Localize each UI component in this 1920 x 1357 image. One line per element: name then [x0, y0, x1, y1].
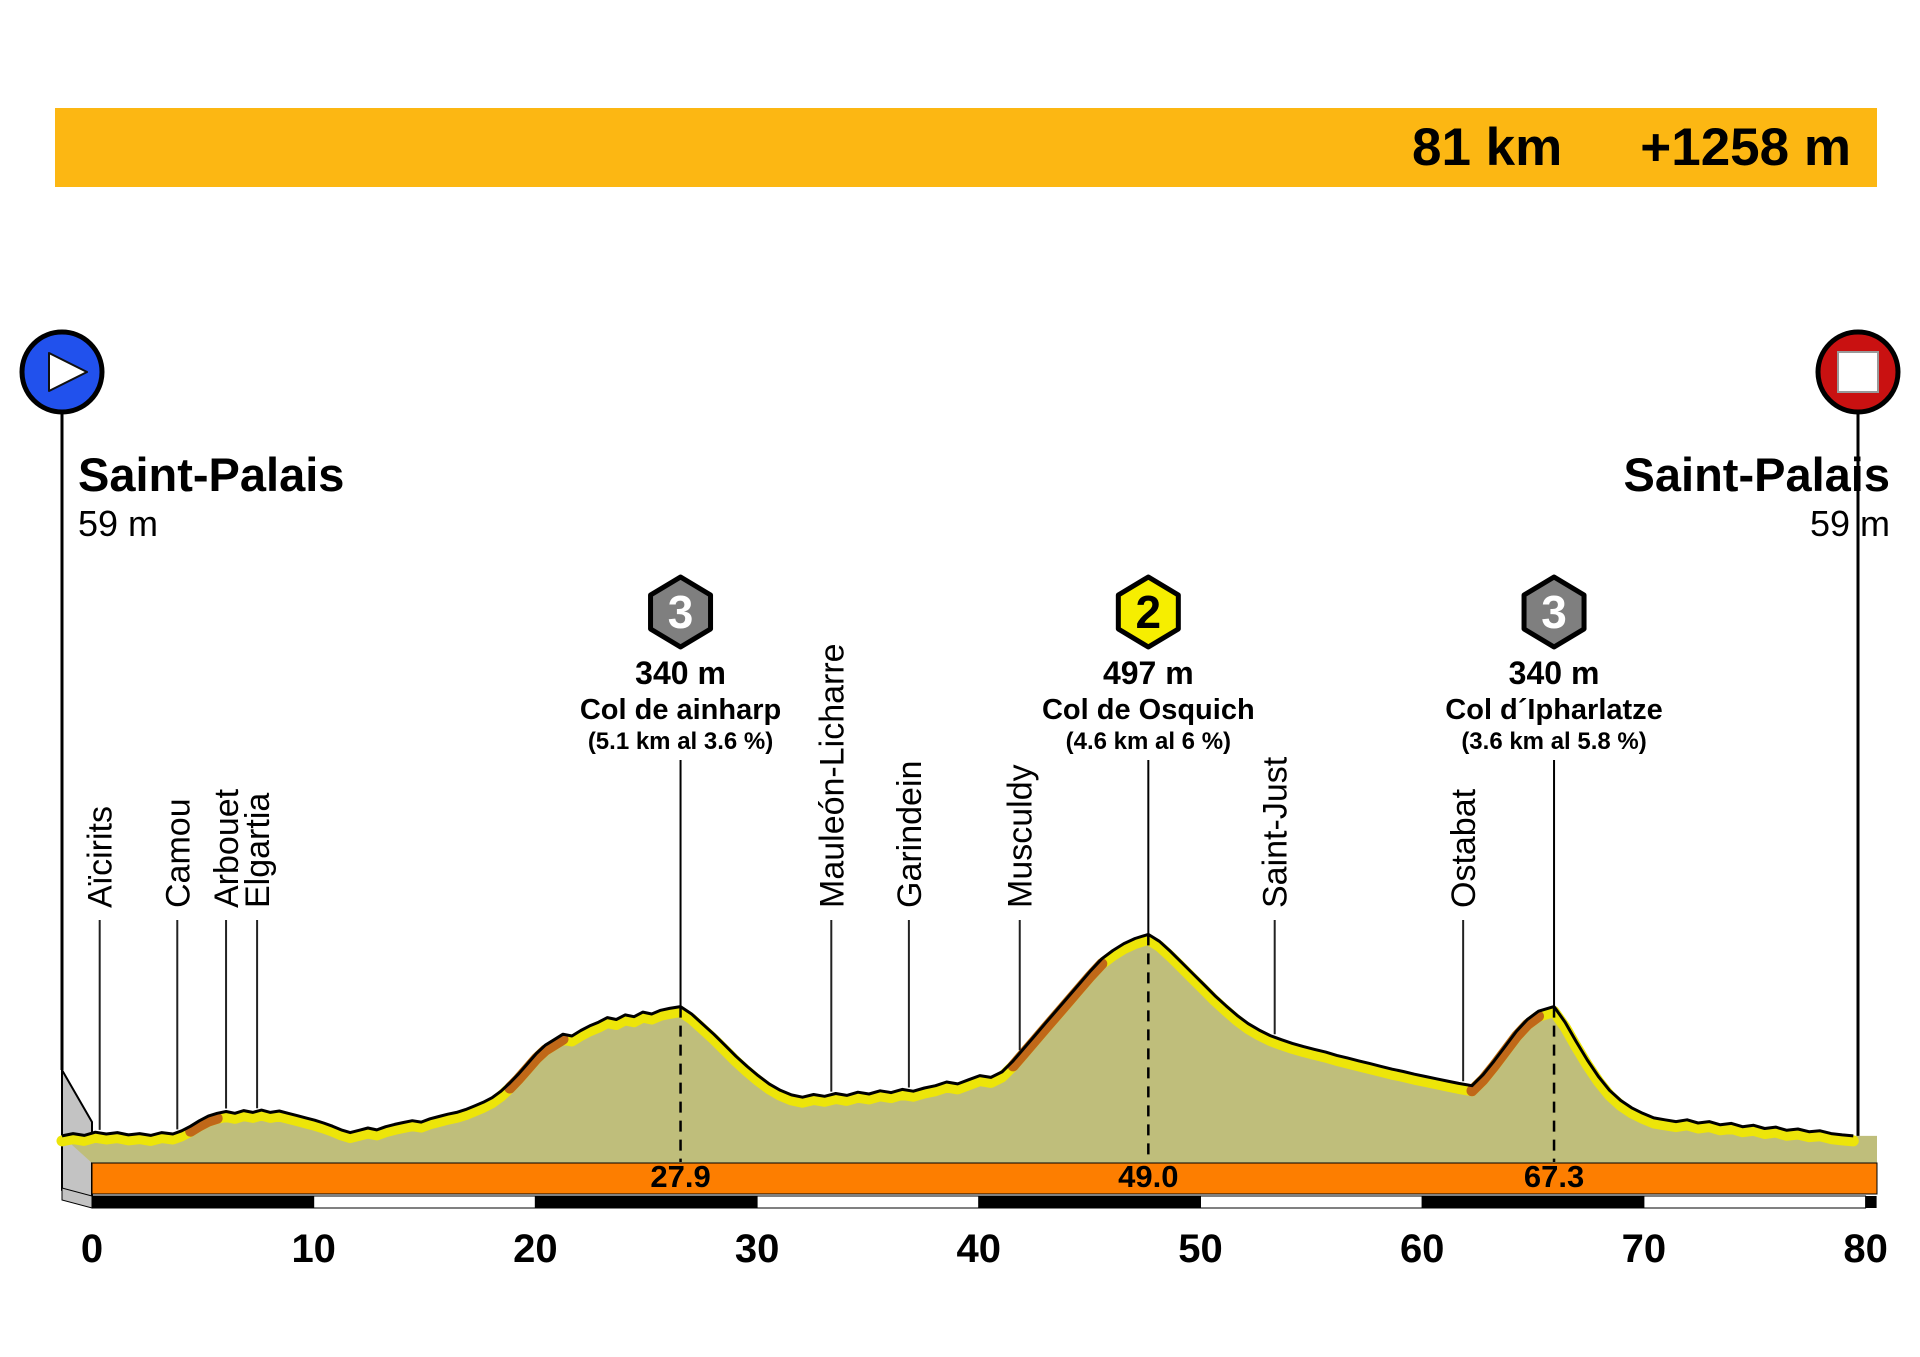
- climb-category-number: 3: [1541, 586, 1567, 638]
- town-label: Arbouet: [208, 788, 246, 908]
- climb-category-badge-hexagon: [1521, 574, 1587, 650]
- stage-distance: 81 km: [1412, 118, 1563, 177]
- town-label: Aïcirits: [82, 806, 120, 908]
- climb-detail-label: (5.1 km al 3.6 %): [588, 728, 773, 755]
- terrain-surface-line: [61, 932, 1854, 1138]
- town-label: Saint-Just: [1257, 756, 1295, 908]
- town-label: Musculdy: [1002, 764, 1040, 908]
- climb-name-label: Col de ainharp: [580, 694, 781, 726]
- steep-gradient-band: [1007, 958, 1108, 1072]
- climb-category-number: 2: [1136, 586, 1162, 638]
- axis-tick-label: 10: [291, 1227, 336, 1271]
- climb-altitude-label: 340 m: [1509, 655, 1600, 691]
- axis-tick-label: 80: [1843, 1227, 1888, 1271]
- axis-bar-segment: [756, 1195, 980, 1209]
- town-label: Ostabat: [1445, 788, 1483, 908]
- finish-place-label: Saint-Palais 59 m: [1624, 450, 1890, 545]
- finish-place-name: Saint-Palais: [1623, 448, 1890, 501]
- steep-gradient-band: [504, 1033, 569, 1094]
- town-label: Camou: [159, 798, 197, 908]
- start-place-label: Saint-Palais 59 m: [78, 450, 344, 545]
- climb-name-label: Col de Osquich: [1042, 694, 1255, 726]
- stage-summary-banner: 81 km +1258 m: [55, 108, 1877, 187]
- climb-altitude-label: 497 m: [1103, 655, 1194, 691]
- climb-km-label: 27.9: [650, 1159, 710, 1194]
- axis-tick-label: 60: [1400, 1227, 1445, 1271]
- climb-category-number: 3: [668, 586, 694, 638]
- axis-tick-label: 40: [957, 1227, 1002, 1271]
- axis-bar-end-tick: [1865, 1196, 1877, 1208]
- axis-tick-label: 50: [1178, 1227, 1223, 1271]
- climb-altitude-label: 340 m: [635, 655, 726, 691]
- climb-category-badge-hexagon: [648, 574, 714, 650]
- axis-tick-label: 70: [1622, 1227, 1667, 1271]
- axis-tick-label: 30: [735, 1227, 780, 1271]
- steep-gradient-band: [1466, 1010, 1544, 1097]
- climb-category-badge-hexagon: [1115, 574, 1181, 650]
- axis-bar-segment: [1421, 1195, 1645, 1209]
- climb-detail-label: (3.6 km al 5.8 %): [1461, 728, 1646, 755]
- stop-icon: [1837, 351, 1879, 393]
- play-icon: [48, 352, 88, 392]
- climb-name-label: Col d´Ipharlatze: [1445, 694, 1663, 726]
- axis-bar-segment: [1200, 1195, 1423, 1209]
- finish-place-elevation: 59 m: [1809, 503, 1890, 545]
- steep-gradient-band: [185, 1112, 223, 1137]
- distance-strip: [91, 1162, 1878, 1195]
- climb-detail-label: (4.6 km al 6 %): [1066, 728, 1231, 755]
- town-label: Mauleón-Licharre: [813, 643, 851, 908]
- axis-bar-segment: [534, 1195, 758, 1209]
- climb-km-label: 67.3: [1524, 1159, 1584, 1194]
- axis-tick-label: 20: [513, 1227, 558, 1271]
- axis-bar-segment: [313, 1195, 536, 1209]
- climb-km-label: 49.0: [1118, 1159, 1178, 1194]
- terrain-fill: [62, 934, 1877, 1163]
- axis-bar-left-cap: [61, 1187, 93, 1209]
- axis-bar-segment: [978, 1195, 1201, 1209]
- axis-bar-segment: [1643, 1195, 1867, 1209]
- town-label: Elgartia: [239, 793, 277, 908]
- axis-tick-label: 0: [81, 1227, 103, 1271]
- start-place-elevation: 59 m: [78, 503, 159, 545]
- start-place-name: Saint-Palais: [78, 448, 345, 501]
- axis-bar-segment: [91, 1195, 315, 1209]
- town-label: Garindein: [891, 761, 929, 908]
- stage-elevation-gain: +1258 m: [1640, 118, 1851, 177]
